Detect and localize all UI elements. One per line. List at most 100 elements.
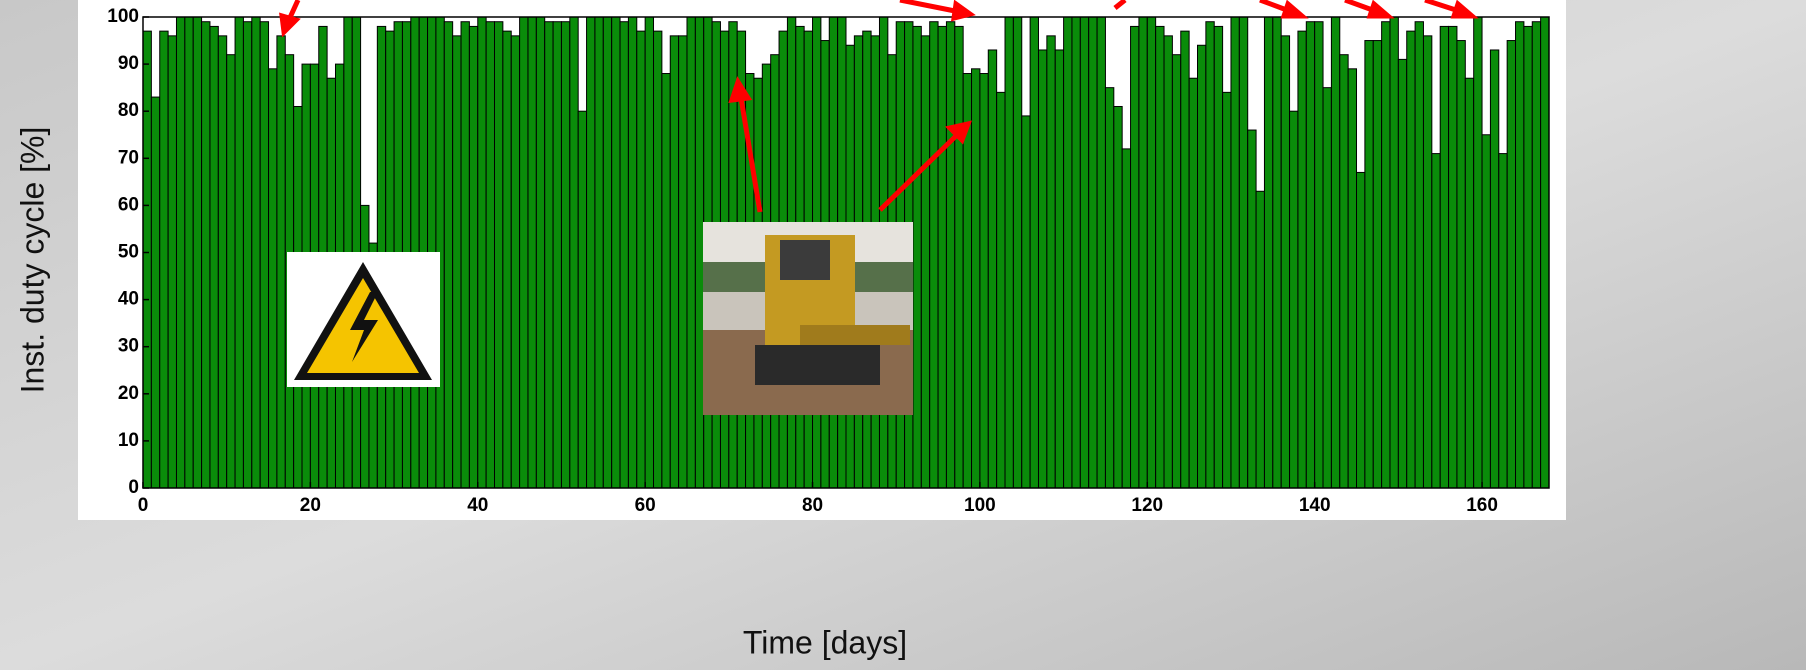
bar bbox=[1489, 49, 1500, 489]
bar bbox=[1498, 153, 1508, 489]
bar bbox=[987, 49, 998, 489]
bar bbox=[234, 16, 244, 489]
bar bbox=[653, 30, 663, 489]
bar bbox=[996, 91, 1006, 489]
bulldozer-photo bbox=[703, 222, 913, 415]
y-tick-label: 100 bbox=[107, 6, 139, 27]
bar bbox=[276, 35, 286, 489]
bar bbox=[226, 54, 236, 489]
bar bbox=[460, 21, 470, 489]
bar bbox=[1004, 16, 1014, 489]
bar bbox=[1356, 171, 1366, 489]
y-tick-label: 40 bbox=[118, 289, 139, 310]
bar bbox=[971, 68, 981, 489]
bar bbox=[1213, 25, 1224, 489]
x-tick-label: 20 bbox=[300, 495, 321, 516]
bar bbox=[192, 16, 203, 489]
bar bbox=[544, 21, 554, 489]
bar bbox=[1523, 25, 1533, 489]
bar bbox=[1222, 91, 1232, 489]
bar bbox=[594, 16, 604, 489]
bar bbox=[619, 21, 629, 489]
bar bbox=[577, 110, 588, 489]
bar bbox=[485, 21, 495, 489]
x-tick-label: 120 bbox=[1131, 495, 1163, 516]
bar bbox=[1372, 40, 1383, 489]
bar bbox=[1322, 87, 1332, 489]
bar bbox=[167, 35, 177, 489]
bar bbox=[1063, 16, 1073, 489]
bar bbox=[142, 30, 152, 489]
bar bbox=[1180, 30, 1190, 489]
bar bbox=[1071, 16, 1081, 489]
bar bbox=[1339, 54, 1349, 489]
y-tick-label: 30 bbox=[118, 336, 139, 357]
x-tick-label: 140 bbox=[1299, 495, 1331, 516]
x-tick-label: 80 bbox=[802, 495, 823, 516]
bar bbox=[1389, 16, 1399, 489]
bar bbox=[1330, 16, 1341, 489]
bar bbox=[1414, 21, 1424, 489]
y-tick-label: 20 bbox=[118, 383, 139, 404]
bar bbox=[1397, 58, 1408, 489]
x-tick-label: 160 bbox=[1466, 495, 1498, 516]
bar bbox=[1247, 129, 1257, 489]
bar bbox=[1448, 25, 1458, 489]
bar bbox=[611, 16, 621, 489]
arrows bbox=[279, 0, 1479, 213]
bar bbox=[1029, 16, 1039, 489]
bar bbox=[912, 25, 922, 489]
bar bbox=[201, 21, 211, 489]
bar bbox=[1289, 110, 1299, 489]
bar bbox=[661, 73, 671, 489]
bar bbox=[1088, 16, 1098, 489]
bar bbox=[1364, 40, 1374, 489]
bar bbox=[1381, 21, 1391, 489]
bar bbox=[586, 16, 596, 489]
bar bbox=[1096, 16, 1106, 489]
x-tick-label: 100 bbox=[964, 495, 996, 516]
bar bbox=[1104, 87, 1115, 489]
x-tick-label: 0 bbox=[138, 495, 149, 516]
bar bbox=[644, 16, 655, 489]
bar bbox=[443, 21, 454, 489]
bar bbox=[217, 35, 228, 489]
bar bbox=[452, 35, 462, 489]
bar bbox=[1263, 16, 1274, 489]
y-tick-label: 80 bbox=[118, 100, 139, 121]
bar bbox=[527, 16, 537, 489]
bar bbox=[937, 25, 947, 489]
bar bbox=[569, 16, 579, 489]
bar bbox=[1197, 44, 1207, 489]
bar bbox=[1506, 40, 1517, 489]
bar bbox=[175, 16, 186, 489]
bar bbox=[1238, 16, 1249, 489]
bar bbox=[1431, 153, 1441, 489]
bar bbox=[1012, 16, 1023, 489]
bar bbox=[1473, 16, 1483, 489]
y-tick-label: 50 bbox=[118, 242, 139, 263]
bar bbox=[1046, 35, 1056, 489]
bar bbox=[920, 35, 931, 489]
y-tick-label: 60 bbox=[118, 194, 139, 215]
x-tick-label: 40 bbox=[467, 495, 488, 516]
bar bbox=[184, 16, 194, 489]
bar bbox=[1314, 21, 1324, 489]
bar bbox=[535, 16, 546, 489]
bar bbox=[494, 21, 504, 489]
bar bbox=[510, 35, 521, 489]
bar bbox=[627, 16, 638, 489]
bar bbox=[1188, 77, 1199, 489]
bar bbox=[560, 21, 571, 489]
bar bbox=[1121, 148, 1132, 489]
bar bbox=[1113, 105, 1123, 489]
bar bbox=[1171, 54, 1182, 489]
bar bbox=[1531, 21, 1542, 489]
bar bbox=[1079, 16, 1090, 489]
bar bbox=[945, 21, 956, 489]
bar bbox=[251, 16, 261, 489]
bar bbox=[1280, 35, 1291, 489]
bar bbox=[1054, 49, 1065, 489]
bar bbox=[1272, 16, 1282, 489]
